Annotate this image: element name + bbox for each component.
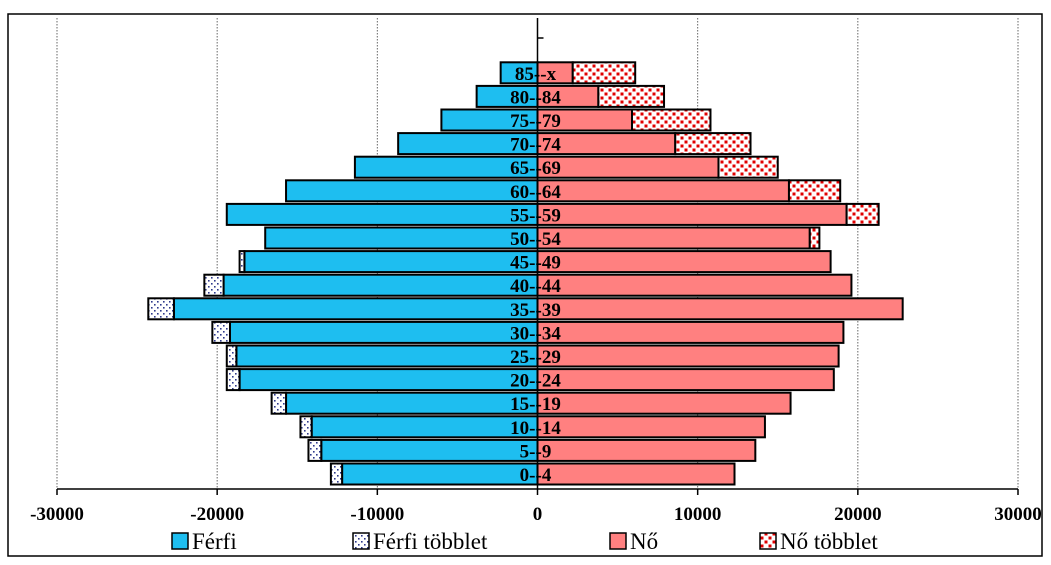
female-surplus-bar (630, 108, 712, 132)
age-group-label: 80--84 (510, 87, 561, 108)
x-tick-label: 20000 (834, 504, 882, 525)
age-group-label: 20--24 (510, 371, 561, 392)
male-bar (285, 391, 539, 415)
age-group-label: 35--39 (510, 300, 561, 321)
axes (56, 18, 1019, 495)
male-surplus-bar (211, 320, 231, 344)
age-group-label: 30--34 (510, 323, 561, 344)
male-surplus-bar (270, 391, 288, 415)
female-surplus-bar (717, 155, 779, 179)
male-surplus-bar (299, 415, 313, 439)
age-group-label: 15--19 (510, 394, 561, 415)
female-bar (536, 179, 790, 203)
legend-swatch (609, 532, 627, 550)
age-group-label: 85--x (515, 64, 557, 85)
x-tick-label: -20000 (190, 504, 244, 525)
female-surplus-bar (571, 61, 637, 85)
male-bar (172, 297, 539, 321)
age-group-label: 60--64 (510, 182, 561, 203)
x-tick-label: -10000 (350, 504, 404, 525)
female-bar (536, 391, 792, 415)
x-tick-labels: -30000 -20000 -10000 0 10000 20000 30000 (30, 504, 1042, 525)
age-group-label: 70--74 (510, 135, 561, 156)
male-bar (243, 250, 539, 274)
legend-swatch (759, 532, 777, 550)
male-bar (320, 438, 539, 462)
female-surplus-bar (845, 202, 880, 226)
male-bar (238, 368, 539, 392)
male-surplus-bar (225, 368, 241, 392)
age-group-label: 75--79 (510, 111, 561, 132)
male-surplus-bar (225, 344, 238, 368)
legend-swatch (352, 532, 370, 550)
legend: Férfi Férfi többlet Nő Nő többlet (171, 529, 878, 554)
male-bar (310, 415, 539, 439)
x-tick-label: 0 (533, 504, 543, 525)
male-bar (341, 462, 539, 486)
male-surplus-bar (238, 250, 246, 274)
male-bar (285, 179, 539, 203)
female-bar (536, 368, 835, 392)
chart-frame (7, 13, 1043, 557)
male-bar (264, 226, 539, 250)
female-bar (536, 155, 720, 179)
male-surplus-bar (147, 297, 175, 321)
x-tick-label: -30000 (30, 504, 84, 525)
male-surplus-bar (203, 273, 225, 297)
age-group-label: 65--69 (510, 158, 561, 179)
female-bar (536, 297, 904, 321)
male-surplus-bar (307, 438, 323, 462)
female-surplus-bar (808, 226, 821, 250)
female-surplus-bar (787, 179, 842, 203)
legend-label: Férfi többlet (373, 529, 488, 554)
female-bar (536, 250, 832, 274)
age-group-label: 25--29 (510, 347, 561, 368)
male-surplus-bar (329, 462, 344, 486)
age-group-label: 0--4 (520, 465, 552, 486)
legend-label: Nő (630, 529, 658, 554)
female-bar (536, 273, 853, 297)
male-bar (228, 320, 539, 344)
x-tick-label: 30000 (994, 504, 1042, 525)
age-group-label: 5--9 (520, 441, 552, 462)
female-bar (536, 462, 736, 486)
female-surplus-bar (674, 132, 752, 156)
female-bar (536, 415, 766, 439)
age-group-label: 10--14 (510, 418, 561, 439)
age-group-label: 45--49 (510, 253, 561, 274)
bars (147, 61, 904, 486)
female-bar (536, 226, 811, 250)
legend-label: Férfi (192, 529, 237, 554)
age-group-label: 40--44 (510, 276, 561, 297)
male-bar (222, 273, 539, 297)
male-bar (235, 344, 539, 368)
male-bar (225, 202, 539, 226)
age-group-label: 50--54 (510, 229, 561, 250)
female-bar (536, 344, 840, 368)
x-tick-label: 10000 (674, 504, 722, 525)
female-bar (536, 438, 757, 462)
female-bar (536, 320, 845, 344)
legend-label: Nő többlet (780, 529, 878, 554)
legend-swatch (171, 532, 189, 550)
female-surplus-bar (597, 84, 666, 108)
female-bar (536, 202, 848, 226)
age-group-label: 55--59 (510, 205, 561, 226)
